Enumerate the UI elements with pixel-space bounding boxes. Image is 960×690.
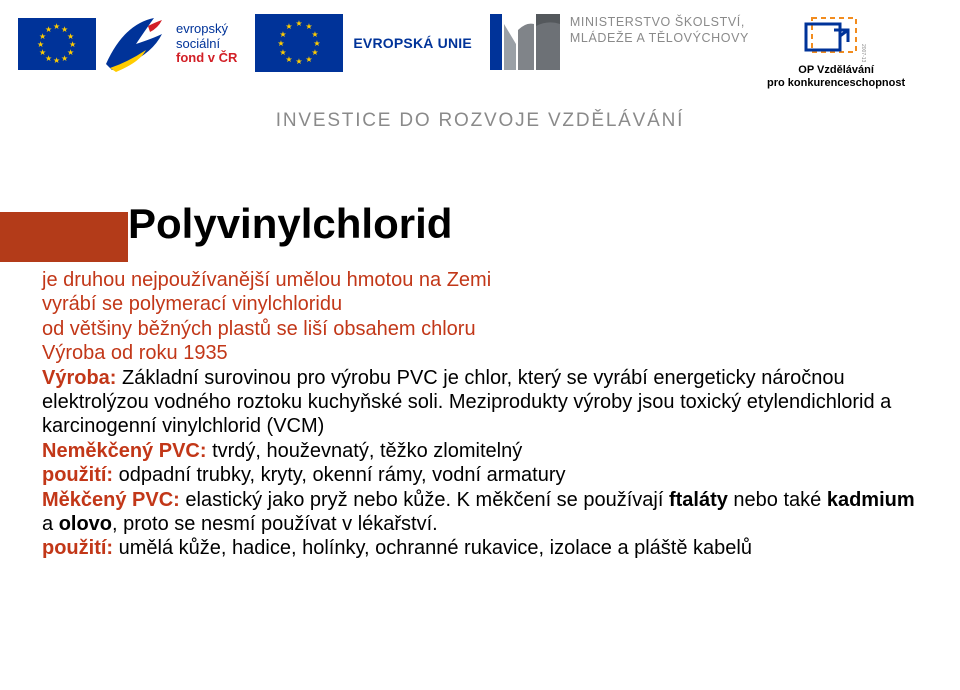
esf-logo-block: ★ ★ ★ ★ ★ ★ ★ ★ ★ ★ ★ ★ evropský: [18, 14, 237, 74]
msmt-line1: MINISTERSTVO ŠKOLSTVÍ,: [570, 14, 749, 30]
p9-rest: umělá kůže, hadice, holínky, ochranné ru…: [113, 537, 752, 559]
eu-logo-block: ★ ★ ★ ★ ★ ★ ★ ★ ★ ★ ★ ★ EVROPSKÁ UNIE: [255, 14, 472, 72]
msmt-logo-icon: [490, 14, 560, 70]
p7-rest: odpadní trubky, kryty, okenní rámy, vodn…: [113, 464, 565, 486]
esf-line2: sociální: [176, 36, 220, 51]
p6-label: Neměkčený PVC:: [42, 440, 207, 462]
p3: od většiny běžných plastů se liší obsahe…: [42, 318, 476, 340]
eu-label: EVROPSKÁ UNIE: [353, 35, 472, 51]
slide-body: je druhou nejpoužívanější umělou hmotou …: [42, 268, 922, 561]
p1: je druhou nejpoužívanější umělou hmotou …: [42, 269, 491, 291]
msmt-logo-block: MINISTERSTVO ŠKOLSTVÍ, MLÁDEŽE A TĚLOVÝC…: [490, 14, 749, 70]
p8-rest-c: a: [42, 513, 59, 535]
p9-label: použití:: [42, 537, 113, 559]
slide-title: Polyvinylchlorid: [128, 200, 922, 248]
p5-rest: Základní surovinou pro výrobu PVC je chl…: [42, 367, 891, 438]
p8-rest-d: , proto se nesmí používat v lékařství.: [112, 513, 438, 535]
esf-swoosh-icon: [104, 14, 168, 74]
p6-rest: tvrdý, houževnatý, těžko zlomitelný: [207, 440, 523, 462]
op-line1: OP Vzdělávání: [798, 64, 874, 76]
op-logo-icon: 2007-13: [804, 14, 868, 62]
header-logos: ★ ★ ★ ★ ★ ★ ★ ★ ★ ★ ★ ★ evropský: [0, 0, 960, 90]
esf-line3: fond v ČR: [176, 51, 237, 66]
p5-label: Výroba:: [42, 367, 116, 389]
op-logo-block: 2007-13 OP Vzdělávání pro konkurencescho…: [767, 14, 905, 90]
esf-text: evropský sociální fond v ČR: [176, 22, 237, 67]
p8-rest-b: nebo také: [728, 489, 827, 511]
p8-b1: ftaláty: [669, 489, 728, 511]
esf-eu-flag-icon: ★ ★ ★ ★ ★ ★ ★ ★ ★ ★ ★ ★: [18, 18, 96, 70]
tagline: INVESTICE DO ROZVOJE VZDĚLÁVÁNÍ: [0, 110, 960, 132]
msmt-text: MINISTERSTVO ŠKOLSTVÍ, MLÁDEŽE A TĚLOVÝC…: [570, 14, 749, 47]
slide-content: Polyvinylchlorid je druhou nejpoužívaněj…: [42, 200, 922, 561]
esf-line1: evropský: [176, 21, 228, 36]
eu-flag-icon: ★ ★ ★ ★ ★ ★ ★ ★ ★ ★ ★ ★: [255, 14, 343, 72]
p8-label: Měkčený PVC:: [42, 489, 180, 511]
p7-label: použití:: [42, 464, 113, 486]
op-text: OP Vzdělávání pro konkurenceschopnost: [767, 64, 905, 90]
p2: vyrábí se polymerací vinylchloridu: [42, 293, 342, 315]
op-line2: pro konkurenceschopnost: [767, 77, 905, 89]
p8-b2: kadmium: [827, 489, 915, 511]
p8-rest-a: elastický jako pryž nebo kůže. K měkčení…: [180, 489, 669, 511]
p4: Výroba od roku 1935: [42, 342, 228, 364]
p8-b3: olovo: [59, 513, 112, 535]
svg-text:2007-13: 2007-13: [860, 44, 866, 62]
msmt-line2: MLÁDEŽE A TĚLOVÝCHOVY: [570, 30, 749, 46]
